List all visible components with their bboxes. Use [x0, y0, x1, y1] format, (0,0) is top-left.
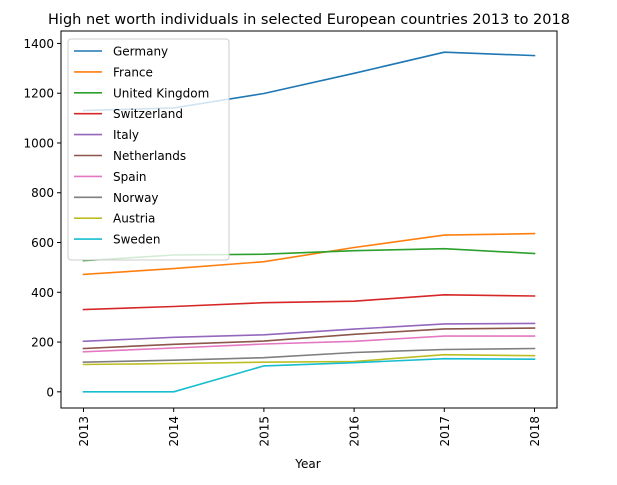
legend-label: France: [113, 65, 153, 79]
legend-label: Norway: [113, 191, 159, 205]
plot-area-frame: [60, 30, 558, 409]
series-line-sweden: [82, 357, 536, 393]
y-tick-label: 1400: [23, 37, 54, 51]
legend-label: Italy: [113, 128, 139, 142]
series-line-spain: [82, 335, 536, 353]
y-tick-label: 1000: [23, 136, 54, 150]
legend-box: [67, 38, 230, 261]
x-tick-label: 2017: [438, 416, 452, 447]
y-tick-label: 0: [46, 385, 54, 399]
y-tick-label: 400: [31, 286, 54, 300]
series-line-norway: [82, 347, 536, 364]
legend-label: Netherlands: [113, 149, 186, 163]
legend-label: Spain: [113, 170, 147, 184]
y-tick-label: 800: [31, 186, 54, 200]
y-tick-label: 1200: [23, 87, 54, 101]
series-line-netherlands: [82, 327, 536, 350]
x-tick-label: 2013: [77, 416, 91, 447]
chart-title: High net worth individuals in selected E…: [48, 12, 570, 28]
series-lines: [82, 51, 536, 393]
x-axis-label: Year: [294, 457, 320, 471]
legend: Germany France United Kingdom Switzerland It…: [67, 38, 230, 261]
x-tick-label: 2015: [257, 416, 271, 447]
legend-label: Sweden: [113, 233, 160, 247]
y-tick-label: 200: [31, 336, 54, 350]
legend-label: Germany: [113, 45, 168, 59]
series-line-france: [82, 232, 536, 276]
legend-label: United Kingdom: [113, 86, 209, 100]
legend-label: Switzerland: [113, 107, 183, 121]
x-tick-label: 2018: [528, 416, 542, 447]
series-line-italy: [82, 322, 536, 343]
x-tick-label: 2014: [167, 416, 181, 447]
axis-ticks: 0 200 400 600 800 1000 1200 1400 2013 2014 2015 201…: [23, 37, 542, 447]
legend-label: Austria: [113, 212, 155, 226]
x-tick-label: 2016: [348, 416, 362, 447]
series-line-austria: [82, 353, 536, 366]
series-line-switzerland: [82, 293, 536, 311]
y-tick-label: 600: [31, 236, 54, 250]
